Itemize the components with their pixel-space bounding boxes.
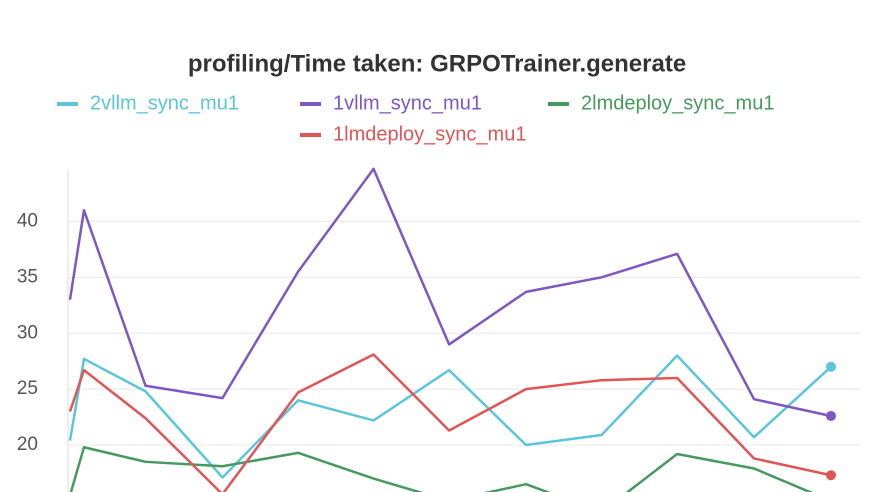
end-marker [826, 361, 836, 372]
y-tick-label: 40 [17, 210, 38, 231]
y-tick-label: 35 [17, 266, 38, 287]
series-line [68, 167, 832, 418]
y-tick-label: 30 [17, 322, 38, 343]
end-marker [826, 470, 836, 481]
legend-label: 1lmdeploy_sync_mu1 [333, 123, 526, 145]
series-line [69, 446, 813, 492]
legend-label: 2vllm_sync_mu1 [90, 92, 239, 114]
series-line [68, 353, 832, 492]
chart-title: profiling/Time taken: GRPOTrainer.genera… [188, 50, 686, 77]
y-tick-label: 25 [17, 378, 38, 399]
legend-label: 1vllm_sync_mu1 [333, 92, 482, 114]
y-tick-label: 20 [17, 434, 38, 455]
series-line [68, 354, 832, 479]
legend-label: 2lmdeploy_sync_mu1 [581, 92, 774, 114]
end-marker [826, 410, 836, 421]
plot-area [68, 167, 836, 492]
